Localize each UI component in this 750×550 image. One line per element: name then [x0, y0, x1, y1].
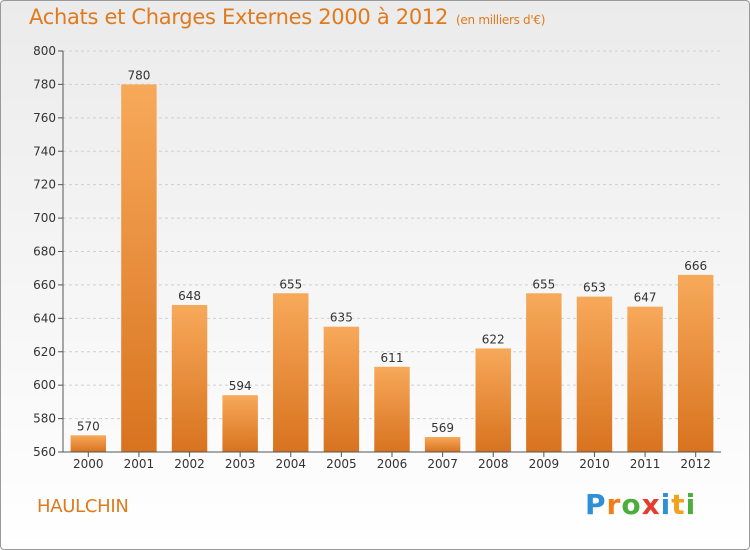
bar	[677, 274, 714, 452]
bar	[121, 84, 157, 453]
bar	[374, 366, 410, 452]
bar	[576, 296, 613, 452]
x-tick-label: 2009	[529, 457, 560, 471]
bar	[323, 326, 360, 452]
bar	[627, 306, 663, 452]
data-label: 635	[330, 311, 353, 325]
x-tick-label: 2002	[174, 457, 205, 471]
y-tick-label: 720	[33, 178, 56, 192]
unit-label: (en milliers d'€)	[456, 13, 546, 27]
logo-letter: r	[606, 488, 622, 521]
y-tick-label: 740	[33, 144, 56, 158]
x-tick-label: 2011	[630, 457, 661, 471]
data-label: 622	[482, 332, 505, 346]
y-tick-label: 800	[33, 44, 56, 58]
y-tick-label: 760	[33, 111, 56, 125]
data-label: 647	[634, 291, 657, 305]
y-tick-label: 560	[33, 445, 56, 459]
bar	[526, 293, 562, 452]
y-tick-label: 640	[33, 311, 56, 325]
y-tick-label: 680	[33, 245, 56, 259]
x-tick-label: 2004	[275, 457, 306, 471]
data-label: 666	[684, 259, 707, 273]
bar	[424, 436, 461, 452]
x-tick-label: 2005	[326, 457, 357, 471]
data-label: 594	[229, 379, 252, 393]
title-text: Achats et Charges Externes 2000 à 2012	[29, 5, 449, 29]
x-tick-label: 2006	[377, 457, 408, 471]
bar	[222, 395, 258, 452]
x-tick-label: 2012	[680, 457, 711, 471]
bar	[273, 293, 309, 452]
x-tick-label: 2008	[478, 457, 509, 471]
y-tick-label: 580	[33, 412, 56, 426]
chart-title: Achats et Charges Externes 2000 à 2012 (e…	[29, 5, 545, 29]
x-tick-label: 2003	[225, 457, 256, 471]
x-tick-label: 2007	[427, 457, 458, 471]
y-tick-label: 780	[33, 77, 56, 91]
data-label: 648	[178, 289, 201, 303]
y-tick-label: 700	[33, 211, 56, 225]
y-tick-label: 620	[33, 345, 56, 359]
data-label: 655	[279, 277, 302, 291]
bar	[171, 304, 208, 452]
y-tick-label: 660	[33, 278, 56, 292]
logo-letter: i	[660, 488, 672, 521]
bars-layer: 570 780 648 594 655 635 611 569 622 655 653 647 666	[70, 68, 714, 453]
axis-layer: 560 580 600 620 640 660 680 700 720 740 760 780 800 2…	[33, 44, 721, 471]
x-tick-label: 2010	[579, 457, 610, 471]
data-label: 569	[431, 421, 454, 435]
bar	[475, 348, 511, 452]
data-label: 780	[127, 68, 150, 82]
logo-letter: x	[641, 488, 661, 521]
data-label: 611	[381, 351, 404, 365]
proxiti-logo: Proxiti	[585, 488, 696, 521]
data-label: 653	[583, 281, 606, 295]
logo-letter: i	[685, 488, 697, 521]
data-label: 570	[77, 419, 100, 433]
data-label: 655	[532, 277, 555, 291]
x-tick-label: 2000	[73, 457, 104, 471]
logo-letter: t	[671, 488, 686, 521]
y-tick-label: 600	[33, 378, 56, 392]
commune-name: HAULCHIN	[37, 496, 129, 517]
bar	[70, 435, 107, 452]
logo-letter: P	[585, 488, 607, 521]
x-tick-label: 2001	[124, 457, 155, 471]
logo-letter: o	[621, 488, 642, 521]
